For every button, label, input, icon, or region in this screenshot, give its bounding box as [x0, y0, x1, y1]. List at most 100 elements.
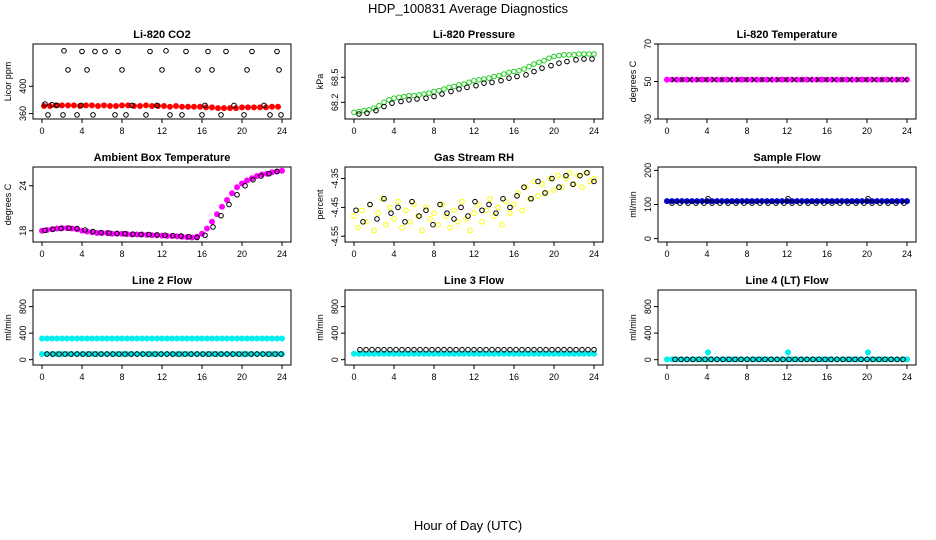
data-point	[705, 195, 711, 202]
data-point	[158, 351, 164, 357]
data-point	[402, 219, 408, 225]
data-point	[441, 346, 447, 353]
data-point	[159, 67, 165, 73]
panel-line2-flow: Line 2 Flow 0 4 8 12 16 20 24 0 400 800 ml/min	[3, 275, 292, 382]
data-point	[458, 204, 464, 211]
data-point	[501, 71, 507, 77]
panel-line4-lt-flow: Line 4 (LT) Flow 0 4 8 12 16 20 24 0 400 800 ml/min	[628, 275, 917, 382]
x-tick-label: 16	[197, 126, 207, 136]
data-point	[852, 356, 858, 363]
data-point	[233, 184, 240, 191]
series-diagnostic	[357, 346, 597, 353]
data-point	[363, 346, 369, 353]
data-point	[147, 48, 153, 55]
data-point	[351, 109, 357, 116]
data-point	[183, 335, 190, 342]
data-point	[58, 225, 64, 232]
y-tick-label: 0	[643, 236, 653, 241]
data-point	[451, 216, 457, 222]
data-point	[719, 77, 725, 83]
data-point	[435, 221, 441, 228]
data-point	[738, 356, 744, 363]
data-point	[672, 356, 678, 363]
data-point	[199, 112, 205, 118]
data-point	[814, 76, 821, 83]
data-point	[223, 335, 230, 342]
data-point	[184, 103, 191, 110]
data-point	[888, 356, 894, 363]
data-point	[543, 346, 549, 353]
data-point	[203, 335, 210, 342]
data-point	[717, 200, 723, 206]
data-point	[42, 227, 48, 234]
data-point	[274, 168, 280, 175]
data-point	[551, 53, 557, 60]
data-point	[417, 346, 423, 353]
data-point	[194, 234, 200, 241]
data-point	[815, 77, 821, 83]
data-point	[202, 232, 208, 239]
x-tick-label: 20	[549, 126, 559, 136]
data-point	[233, 335, 240, 342]
data-point	[523, 184, 529, 190]
data-point	[163, 48, 169, 54]
data-point	[831, 77, 837, 83]
data-point	[273, 335, 280, 342]
data-point	[696, 356, 702, 363]
data-point	[501, 346, 507, 353]
data-point	[391, 216, 397, 222]
data-point	[218, 212, 224, 219]
x-tick-label: 0	[351, 372, 356, 382]
data-point	[69, 335, 76, 342]
data-point	[140, 351, 146, 357]
data-point	[95, 103, 102, 110]
data-point	[664, 76, 671, 83]
data-point	[780, 356, 786, 363]
data-point	[383, 221, 389, 228]
data-point	[870, 356, 876, 363]
data-point	[386, 97, 392, 103]
data-point	[243, 177, 250, 184]
x-tick-label: 8	[744, 372, 749, 382]
data-point	[363, 219, 369, 225]
x-tick-label: 0	[664, 249, 669, 259]
data-point	[426, 90, 432, 96]
data-point	[391, 95, 397, 101]
data-point	[178, 103, 185, 110]
series-dense	[350, 350, 598, 357]
data-point	[359, 207, 365, 214]
data-point	[124, 335, 131, 342]
data-point	[687, 77, 693, 83]
data-point	[677, 200, 683, 206]
x-tick-label: 12	[782, 372, 792, 382]
data-point	[495, 204, 501, 211]
x-tick-label: 4	[704, 126, 709, 136]
data-point	[106, 230, 112, 236]
data-point	[855, 77, 861, 83]
data-point	[483, 346, 489, 353]
data-point	[113, 103, 120, 110]
data-point	[704, 76, 711, 83]
data-point	[528, 195, 534, 202]
data-point	[395, 204, 401, 211]
data-point	[479, 219, 485, 225]
data-point	[350, 350, 357, 357]
data-point	[190, 103, 197, 110]
data-point	[236, 351, 242, 357]
data-point	[744, 76, 751, 83]
data-point	[496, 72, 502, 79]
series-diagnostic	[356, 56, 595, 117]
x-tick-label: 4	[704, 372, 709, 382]
data-point	[865, 195, 871, 202]
data-point	[258, 173, 264, 179]
data-point	[823, 77, 829, 83]
panel-title: Li-820 Pressure	[433, 29, 515, 41]
data-point	[423, 346, 429, 353]
data-point	[702, 356, 708, 363]
data-point	[125, 102, 132, 109]
data-point	[119, 335, 126, 342]
data-point	[563, 175, 569, 182]
data-point	[381, 195, 387, 202]
panel-title: Li-820 CO2	[133, 29, 190, 41]
data-point	[200, 351, 206, 357]
